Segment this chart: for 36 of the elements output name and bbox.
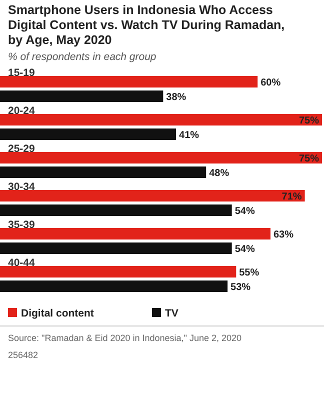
y-tick-label: 15-19 (8, 67, 36, 79)
bar (0, 114, 322, 126)
bar (0, 204, 232, 216)
data-label: 53% (230, 282, 251, 293)
bar (0, 266, 236, 278)
chart-title: Smartphone Users in Indonesia Who Access Digital Content vs. Watch TV During Ramadan, by Age, May 2020 (8, 3, 285, 47)
y-tick-label: 35-39 (8, 219, 36, 231)
data-label: 48% (209, 168, 230, 179)
data-label: 63% (273, 229, 294, 240)
data-label: 60% (260, 77, 281, 88)
bar (0, 90, 164, 102)
data-label: 55% (239, 267, 260, 278)
data-label: 54% (234, 244, 255, 255)
bar (0, 280, 228, 292)
y-tick-label: 25-29 (8, 143, 36, 155)
data-label: 71% (282, 191, 302, 202)
text: 256482 (8, 350, 38, 360)
data-label: 75% (298, 153, 320, 164)
bar (0, 76, 258, 88)
chart-subtitle: % of respondents in each group (8, 51, 156, 63)
bar (0, 152, 322, 164)
bar (0, 166, 206, 178)
data-label: 75% (298, 115, 320, 126)
y-tick-label: 30-34 (8, 181, 36, 193)
source-note: Source: "Ramadan & Eid 2020 in Indonesia," June 2, 2020 (8, 333, 242, 343)
data-label: 41% (179, 130, 200, 141)
y-tick-label: 40-44 (8, 257, 36, 269)
bar (0, 242, 232, 254)
legend-label: TV (165, 308, 178, 320)
bar (0, 190, 305, 202)
data-label: 38% (166, 92, 186, 103)
data-label: 54% (234, 206, 255, 217)
bar (0, 228, 270, 240)
y-tick-label: 20-24 (8, 105, 36, 117)
legend-label: Digital content (21, 308, 94, 320)
bar (0, 128, 176, 140)
